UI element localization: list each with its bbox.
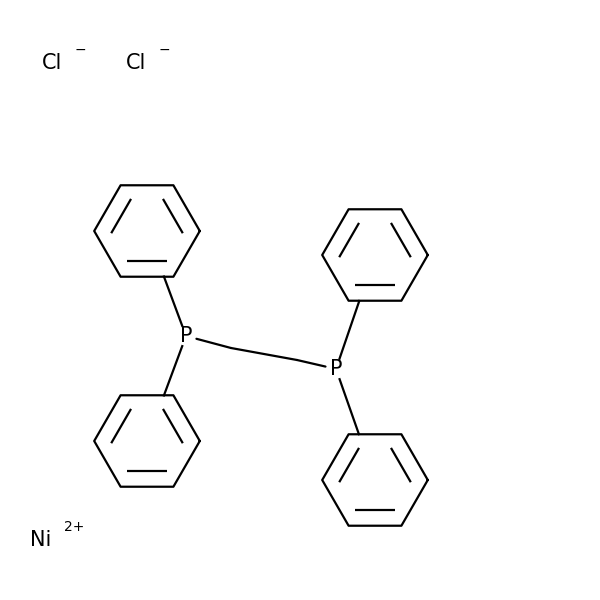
Text: −: − bbox=[159, 43, 170, 57]
Text: P: P bbox=[330, 359, 342, 379]
Text: Cl: Cl bbox=[42, 53, 62, 73]
Text: −: − bbox=[75, 43, 86, 57]
Text: Cl: Cl bbox=[126, 53, 146, 73]
Text: Ni: Ni bbox=[30, 530, 52, 550]
Text: 2+: 2+ bbox=[64, 520, 85, 534]
Text: P: P bbox=[180, 326, 192, 346]
